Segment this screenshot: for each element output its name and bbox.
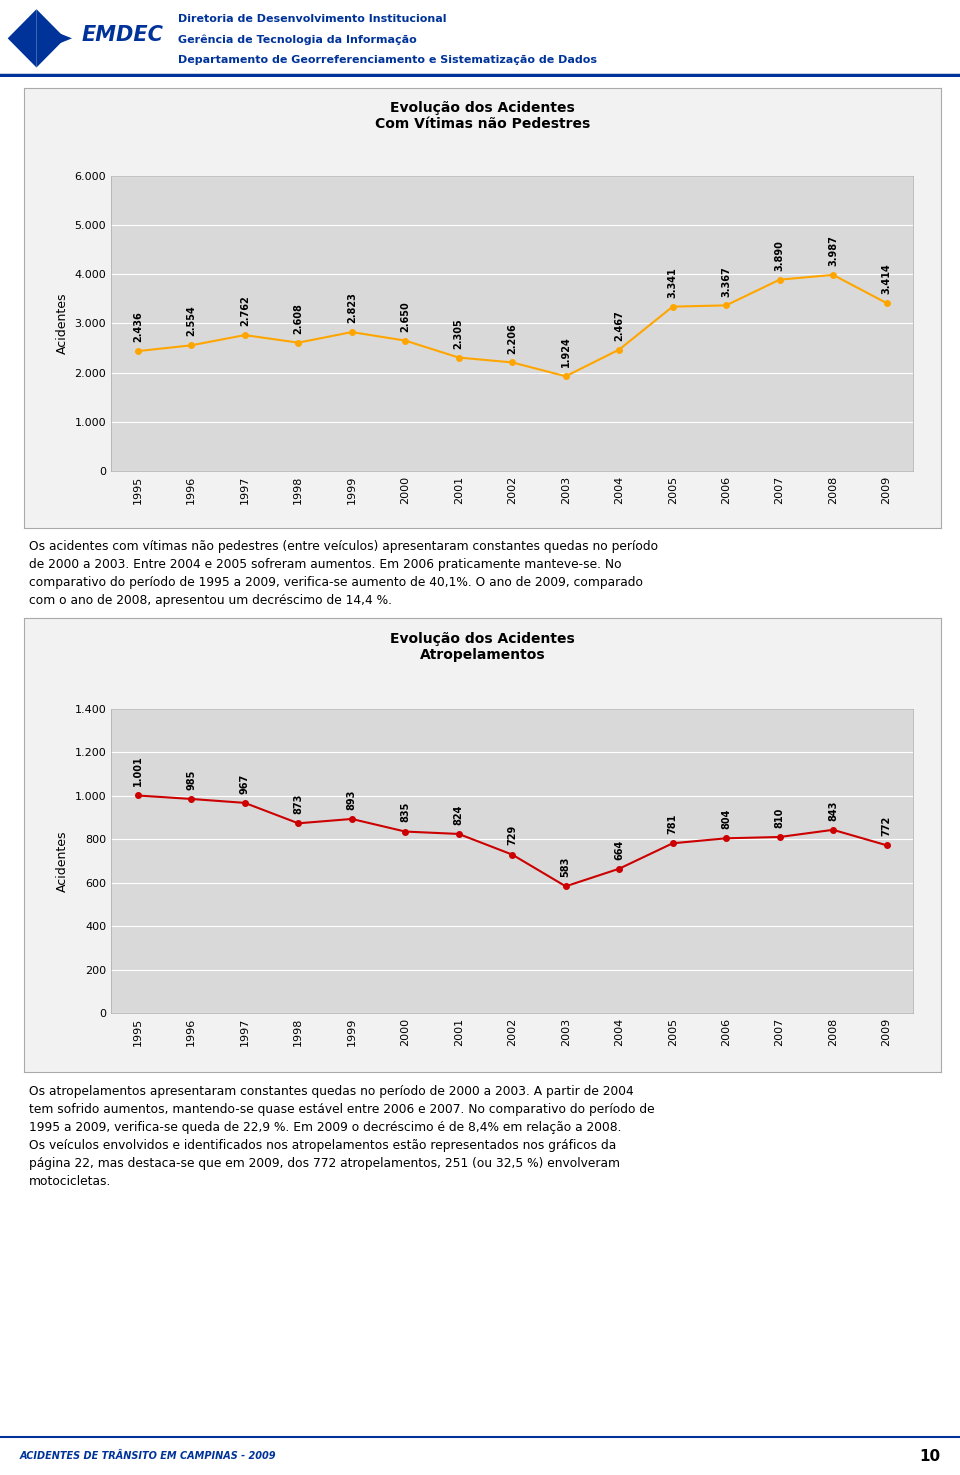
Text: 843: 843	[828, 801, 838, 820]
Text: Gerência de Tecnologia da Informação: Gerência de Tecnologia da Informação	[178, 34, 417, 46]
Text: Os atropelamentos apresentaram constantes quedas no período de 2000 a 2003. A pa: Os atropelamentos apresentaram constante…	[29, 1086, 655, 1187]
Polygon shape	[8, 9, 36, 68]
Text: 985: 985	[186, 770, 196, 789]
Text: 2.206: 2.206	[507, 323, 517, 354]
Text: 967: 967	[240, 773, 250, 794]
Text: 893: 893	[347, 789, 357, 810]
Text: ACIDENTES DE TRÂNSITO EM CAMPINAS - 2009: ACIDENTES DE TRÂNSITO EM CAMPINAS - 2009	[19, 1451, 276, 1462]
Text: 10: 10	[920, 1448, 941, 1463]
Text: 3.341: 3.341	[667, 267, 678, 298]
Polygon shape	[36, 9, 65, 68]
Text: 835: 835	[400, 802, 410, 823]
Text: 2.554: 2.554	[186, 305, 196, 336]
Text: 810: 810	[775, 807, 784, 827]
Text: 2.823: 2.823	[347, 292, 357, 323]
Text: 781: 781	[667, 814, 678, 835]
Text: 664: 664	[614, 839, 624, 860]
Text: 772: 772	[881, 816, 892, 836]
Polygon shape	[53, 31, 72, 46]
Text: 3.890: 3.890	[775, 240, 784, 271]
Y-axis label: Acidentes: Acidentes	[56, 830, 69, 892]
Text: 2.467: 2.467	[614, 310, 624, 341]
Text: 3.414: 3.414	[881, 264, 892, 294]
Text: 2.305: 2.305	[454, 319, 464, 348]
Text: 3.987: 3.987	[828, 235, 838, 266]
Text: Evolução dos Acidentes
Com Vítimas não Pedestres: Evolução dos Acidentes Com Vítimas não P…	[374, 102, 590, 131]
Text: 2.436: 2.436	[132, 311, 143, 342]
Y-axis label: Acidentes: Acidentes	[56, 292, 69, 354]
Text: 2.650: 2.650	[400, 301, 410, 332]
Text: 3.367: 3.367	[721, 266, 732, 296]
Text: 1.924: 1.924	[561, 336, 570, 367]
Text: 2.762: 2.762	[240, 295, 250, 326]
Text: 1.001: 1.001	[132, 755, 143, 786]
Text: 824: 824	[454, 804, 464, 825]
Text: 2.608: 2.608	[293, 302, 303, 333]
Text: 873: 873	[293, 794, 303, 814]
Text: Evolução dos Acidentes
Atropelamentos: Evolução dos Acidentes Atropelamentos	[390, 631, 575, 662]
Text: 729: 729	[507, 825, 517, 845]
Text: Os acidentes com vítimas não pedestres (entre veículos) apresentaram constantes : Os acidentes com vítimas não pedestres (…	[29, 540, 658, 608]
Text: EMDEC: EMDEC	[82, 25, 163, 44]
Text: 583: 583	[561, 857, 570, 878]
Text: 804: 804	[721, 808, 732, 829]
Text: Diretoria de Desenvolvimento Institucional: Diretoria de Desenvolvimento Institucion…	[178, 13, 446, 24]
Text: Departamento de Georreferenciamento e Sistematização de Dados: Departamento de Georreferenciamento e Si…	[178, 55, 596, 65]
